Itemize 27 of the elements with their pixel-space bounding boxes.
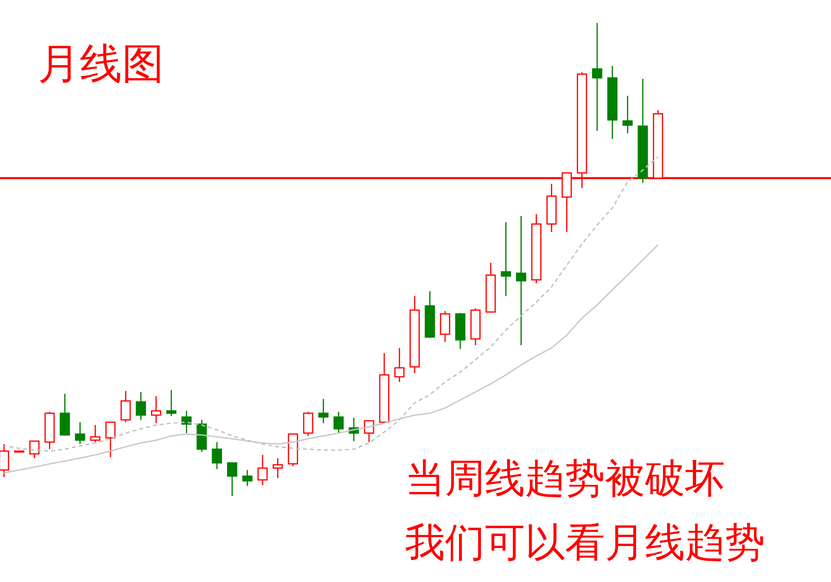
- candlestick: [120, 390, 131, 423]
- candlestick: [29, 440, 40, 459]
- candlestick: [500, 222, 512, 297]
- candlestick: [60, 393, 70, 436]
- candlestick: [334, 411, 344, 434]
- candlestick: [166, 389, 176, 417]
- candlestick: [257, 454, 268, 486]
- candlestick: [440, 310, 450, 342]
- candlestick: [592, 22, 602, 132]
- candlestick: [272, 458, 283, 479]
- candlestick: [74, 422, 86, 445]
- annotation: 当周线趋势被破坏: [405, 457, 725, 501]
- candlestick: [0, 443, 10, 478]
- candlestick: [622, 95, 633, 134]
- candlestick: [318, 398, 328, 424]
- candlestick: [212, 441, 222, 470]
- candlestick: [516, 215, 526, 346]
- candlestick: [394, 347, 405, 383]
- candlestick: [90, 424, 100, 443]
- text: 我们可以看月线趋势: [405, 521, 765, 565]
- chart-title: 月线图: [38, 40, 164, 87]
- candlestick: [150, 396, 162, 424]
- candlestick: [303, 411, 314, 437]
- candlestick: [242, 469, 252, 487]
- candlestick: [136, 391, 146, 420]
- candlestick: [105, 422, 116, 458]
- candlestick: [227, 462, 238, 497]
